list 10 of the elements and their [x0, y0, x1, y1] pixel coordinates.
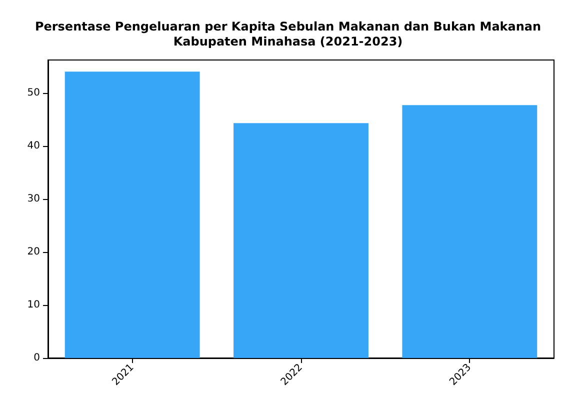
- y-tick-label: 40: [27, 140, 40, 152]
- bar: [402, 105, 538, 358]
- y-tick-label: 20: [27, 246, 40, 258]
- y-tick-label: 0: [34, 352, 40, 364]
- chart-title: Persentase Pengeluaran per Kapita Sebulan Makanan dan Bukan Makanan Kabupaten Minahasa (2021-2023): [34, 20, 542, 48]
- bar: [64, 72, 200, 358]
- y-tick-label: 10: [27, 299, 40, 310]
- bar: [234, 123, 368, 358]
- y-tick-label: 50: [27, 87, 40, 98]
- y-tick-label: 30: [27, 193, 40, 204]
